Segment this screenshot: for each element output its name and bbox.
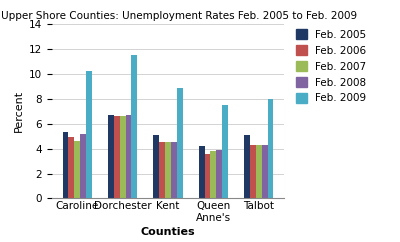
Bar	[244, 135, 250, 198]
Y-axis label: Percent: Percent	[14, 90, 24, 132]
Bar	[222, 105, 228, 198]
Bar	[120, 116, 126, 198]
Bar	[80, 134, 86, 198]
Title: Md. Upper Shore Counties: Unemployment Rates Feb. 2005 to Feb. 2009: Md. Upper Shore Counties: Unemployment R…	[0, 11, 357, 21]
Bar	[165, 143, 171, 198]
Bar	[114, 116, 120, 198]
Bar	[177, 88, 183, 198]
Bar	[74, 141, 80, 198]
Legend: Feb. 2005, Feb. 2006, Feb. 2007, Feb. 2008, Feb. 2009: Feb. 2005, Feb. 2006, Feb. 2007, Feb. 20…	[296, 30, 366, 104]
Bar	[256, 145, 262, 198]
Bar	[132, 55, 137, 198]
Bar	[199, 146, 204, 198]
Bar	[204, 154, 210, 198]
Bar	[216, 150, 222, 198]
Bar	[159, 143, 165, 198]
Bar	[86, 71, 92, 198]
Bar	[153, 135, 159, 198]
Bar	[250, 145, 256, 198]
Bar	[68, 137, 74, 198]
Bar	[268, 99, 274, 198]
Bar	[62, 132, 68, 198]
Bar	[210, 151, 216, 198]
Bar	[126, 115, 132, 198]
Bar	[171, 143, 177, 198]
X-axis label: Counties: Counties	[141, 227, 195, 237]
Bar	[108, 115, 114, 198]
Bar	[262, 145, 268, 198]
